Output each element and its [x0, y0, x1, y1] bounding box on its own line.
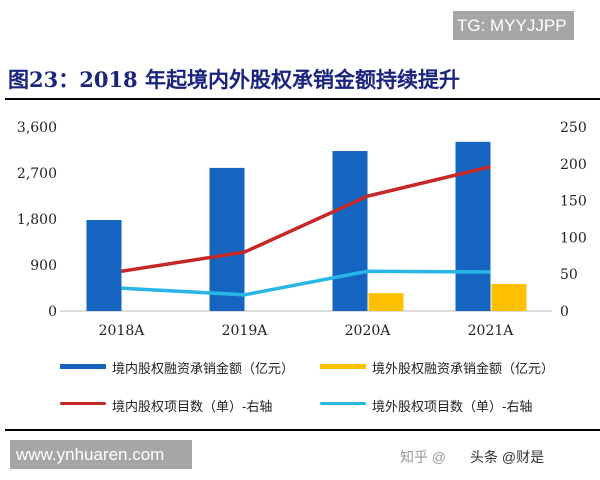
left-tick-label: 3,600 [17, 120, 57, 136]
overlay-watermark-1: 知乎 @ [400, 449, 447, 465]
x-tick-label: 2021A [468, 323, 515, 339]
title-rule [5, 98, 600, 100]
legend-label: 境内股权项目数（单）-右轴 [112, 400, 273, 415]
overlay-watermark-2: 头条 @财是 [470, 449, 545, 465]
chart-title: 图23：2018 年起境内外股权承销金额持续提升 [8, 67, 460, 92]
x-tick-label: 2018A [99, 323, 146, 339]
right-tick-label: 250 [560, 120, 587, 136]
right-tick-label: 100 [560, 230, 587, 246]
x-tick-label: 2019A [222, 323, 269, 339]
line-domestic-count [121, 165, 491, 273]
left-tick-label: 2,700 [17, 166, 57, 182]
x-tick-label: 2020A [345, 323, 392, 339]
bar-domestic [86, 220, 122, 311]
bar-overseas [368, 293, 404, 311]
bar-domestic [209, 167, 245, 311]
legend-swatch [320, 364, 366, 369]
bar-domestic [332, 151, 368, 311]
legend-label: 境内股权融资承销金额（亿元） [112, 362, 295, 377]
watermark-top: TG: MYYJJPP [453, 11, 574, 40]
left-tick-label: 1,800 [17, 212, 57, 228]
legend-label: 境外股权融资承销金额（亿元） [372, 362, 555, 377]
bar-overseas [491, 283, 527, 311]
right-tick-label: 50 [560, 267, 578, 283]
line-overseas-count [121, 269, 491, 297]
legend-label: 境外股权项目数（单）-右轴 [372, 400, 533, 415]
legend-swatch [320, 402, 366, 405]
right-tick-label: 0 [560, 304, 569, 320]
chart: 0 900 1,800 2,700 3,600 0 50 100 150 200 250 2018A 2… [17, 120, 587, 339]
left-tick-label: 900 [30, 258, 57, 274]
left-tick-label: 0 [48, 304, 57, 320]
legend-swatch [60, 402, 106, 405]
legend-swatch [60, 364, 106, 369]
bottom-rule [5, 429, 600, 431]
watermark-bottom: www.ynhuaren.com [10, 440, 192, 469]
right-tick-label: 150 [560, 194, 587, 210]
right-tick-label: 200 [560, 157, 587, 173]
